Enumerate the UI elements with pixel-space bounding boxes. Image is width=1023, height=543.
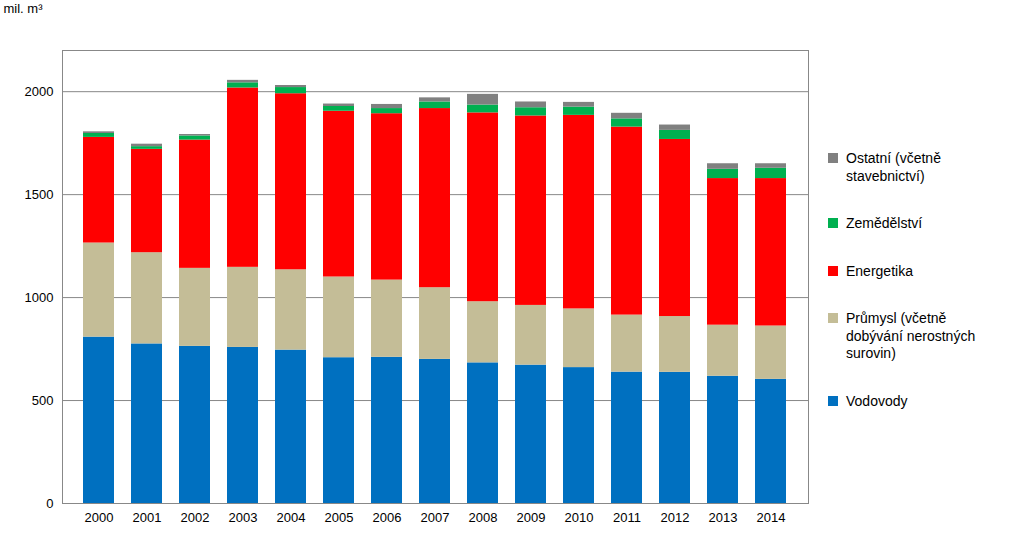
svg-text:2003: 2003 (229, 510, 258, 525)
svg-text:2004: 2004 (277, 510, 306, 525)
svg-text:2001: 2001 (133, 510, 162, 525)
svg-text:2007: 2007 (421, 510, 450, 525)
html-text:Průmysl (včetně dobývání neros: Průmysl (včetně dobývání nerostných suro… (846, 310, 976, 361)
svg-text:500: 500 (32, 393, 54, 408)
svg-text:2002: 2002 (181, 510, 210, 525)
svg-text:0: 0 (46, 496, 53, 511)
html-text:Vodovody: Vodovody (846, 392, 908, 409)
svg-text:1000: 1000 (25, 290, 54, 305)
svg-text:2013: 2013 (709, 510, 738, 525)
html-text:Energetika: Energetika (846, 262, 913, 279)
svg-text:2005: 2005 (325, 510, 354, 525)
html-text:Ostatní (včetně stavebnictví): Ostatní (včetně stavebnictví) (846, 150, 941, 184)
svg-text:2014: 2014 (757, 510, 786, 525)
svg-text:2000: 2000 (25, 84, 54, 99)
svg-text:2009: 2009 (517, 510, 546, 525)
html-text:Zemědělství: Zemědělství (846, 215, 923, 231)
svg-text:1500: 1500 (25, 187, 54, 202)
svg-text:2012: 2012 (661, 510, 690, 525)
svg-text:2010: 2010 (565, 510, 594, 525)
svg-text:2000: 2000 (85, 510, 114, 525)
svg-text:2008: 2008 (469, 510, 498, 525)
svg-text:2011: 2011 (613, 510, 641, 525)
svg-text:2006: 2006 (373, 510, 402, 525)
svg-text:mil. m³: mil. m³ (4, 1, 44, 16)
